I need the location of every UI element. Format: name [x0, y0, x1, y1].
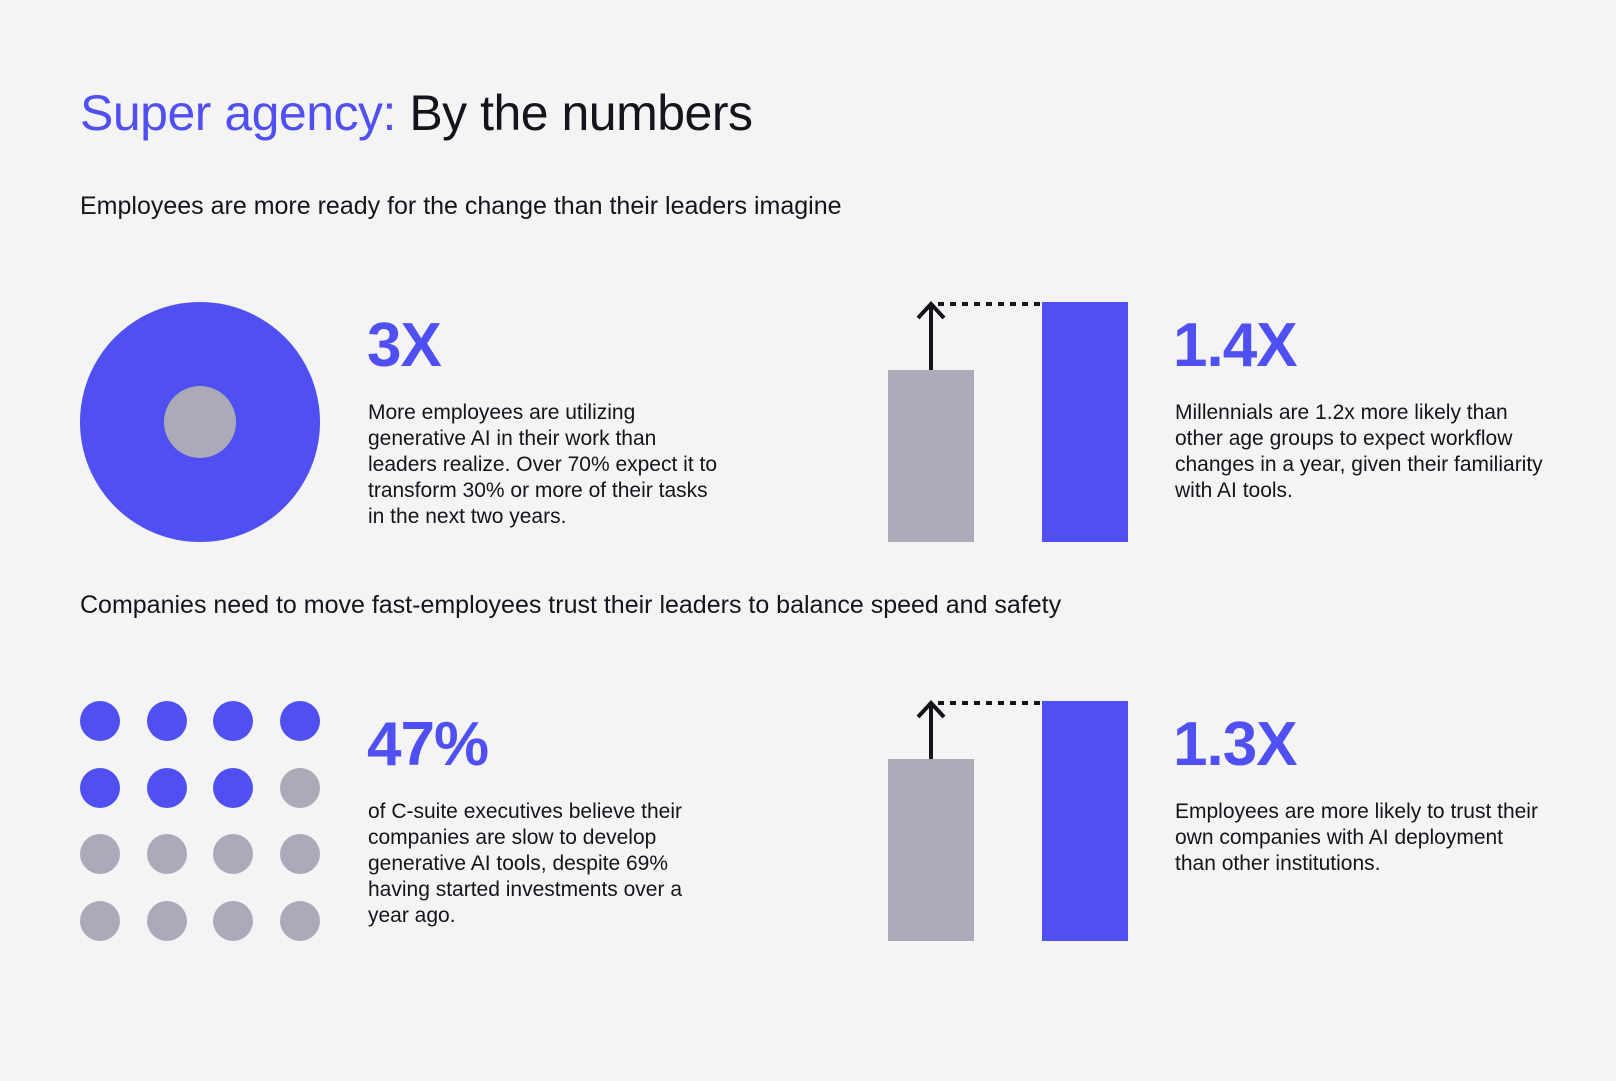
dot-empty [279, 834, 320, 875]
section-heading-trust: Companies need to move fast-employees tr… [80, 591, 1062, 619]
stat-value-47-percent: 47% [367, 710, 489, 779]
title-rest: By the numbers [395, 85, 753, 141]
stat-description-3x: More employees are utilizing generative … [368, 401, 718, 528]
stat-description-1-3x: Employees are more likely to trust their… [1175, 800, 1538, 875]
dot-empty [146, 834, 187, 875]
dot-empty [279, 767, 320, 808]
bar-comparison-icon [888, 700, 1128, 941]
dot-filled [213, 767, 254, 808]
dot-filled [80, 767, 120, 808]
dot-filled [279, 701, 320, 741]
up-arrow-head-icon [916, 700, 946, 719]
stat-value-1-3x: 1.3X [1173, 710, 1298, 779]
inner-circle [164, 386, 236, 458]
stat-description-47-percent: of C-suite executives believe their comp… [368, 800, 682, 927]
stat-value-3x: 3X [367, 311, 442, 380]
dot-filled [146, 767, 187, 808]
page-title: Super agency: By the numbers [80, 78, 753, 148]
up-arrow-head-icon [916, 301, 946, 320]
dot-empty [146, 900, 187, 941]
dot-empty [80, 834, 120, 875]
target-circle-icon [80, 302, 320, 542]
stat-value-1-4x: 1.4X [1173, 311, 1298, 380]
baseline-bar [888, 370, 974, 542]
title-accent: Super agency: [80, 85, 396, 141]
baseline-bar [888, 759, 974, 941]
comparison-bar [1042, 701, 1128, 941]
dot-empty [213, 900, 254, 941]
dot-empty [80, 900, 120, 941]
dot-grid-icon [80, 701, 320, 941]
dot-filled [213, 701, 254, 741]
section-heading-readiness: Employees are more ready for the change … [80, 192, 842, 220]
comparison-bar [1042, 302, 1128, 542]
stat-description-1-4x: Millennials are 1.2x more likely than ot… [1175, 401, 1543, 502]
dot-filled [146, 701, 187, 741]
dot-empty [279, 900, 320, 941]
bar-comparison-icon [888, 301, 1128, 542]
dot-filled [80, 701, 120, 741]
dot-empty [213, 834, 254, 875]
